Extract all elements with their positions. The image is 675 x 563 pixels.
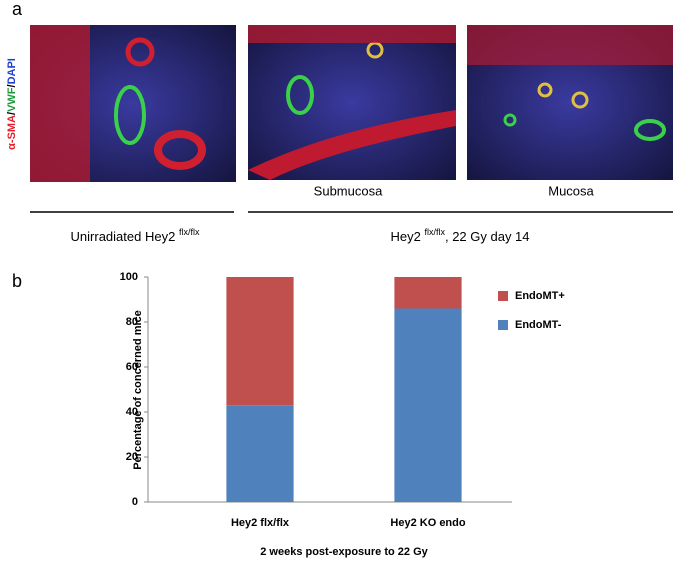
stain-part: /: [6, 112, 18, 115]
stain-part: DAPI: [6, 58, 18, 84]
legend-swatch: [498, 320, 508, 330]
stain-label: α-SMA/VWF/DAPI: [6, 58, 18, 150]
y-tick-label: 40: [126, 406, 138, 418]
bar-segment: [394, 277, 462, 309]
bar-segment: [226, 277, 294, 406]
micrograph: [467, 25, 673, 180]
image-label: Submucosa: [314, 183, 383, 198]
y-tick-label: 80: [126, 316, 138, 328]
micrograph: [248, 25, 456, 180]
x-tick-label: Hey2 KO endo: [390, 517, 465, 529]
stain-part: VWF: [6, 87, 18, 112]
y-tick-label: 20: [126, 451, 138, 463]
stain-part: /: [6, 84, 18, 87]
x-tick-label: Hey2 flx/flx: [231, 517, 290, 529]
y-tick-label: 0: [132, 496, 138, 508]
panel-label: b: [12, 271, 22, 291]
stain-part: α-SMA: [6, 115, 18, 150]
group-label: Hey2 flx/flx, 22 Gy day 14: [390, 227, 529, 244]
group-label: Unirradiated Hey2 flx/flx: [71, 227, 200, 244]
y-tick-label: 60: [126, 361, 138, 373]
legend-label: EndoMT+: [515, 290, 565, 302]
y-tick-label: 100: [120, 271, 138, 283]
legend-label: EndoMT-: [515, 319, 562, 331]
x-axis-title: 2 weeks post-exposure to 22 Gy: [260, 546, 428, 558]
bar-segment: [394, 308, 462, 502]
y-axis-title: Percentage of concerned mice: [132, 310, 144, 470]
bar-segment: [226, 405, 294, 502]
legend-swatch: [498, 291, 508, 301]
image-label: Mucosa: [548, 183, 594, 198]
panel-label: a: [12, 0, 23, 19]
micrograph: [30, 25, 236, 182]
